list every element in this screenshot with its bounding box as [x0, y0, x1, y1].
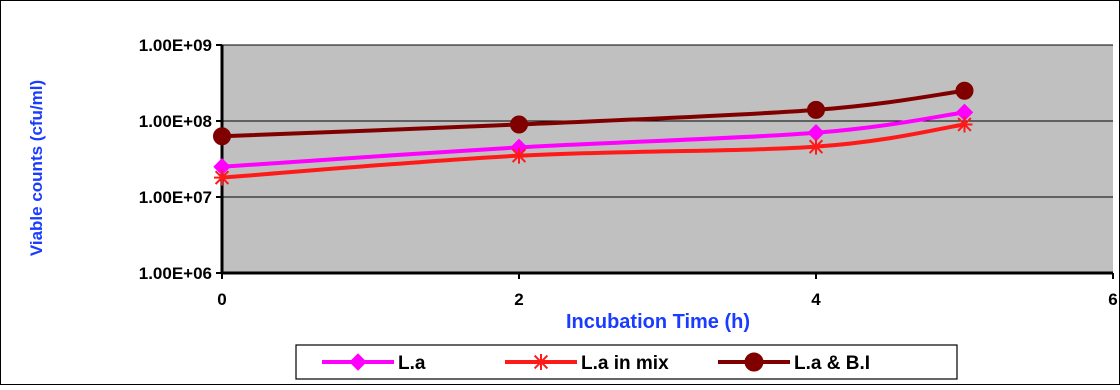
x-tick-label: 2 [514, 290, 523, 309]
x-tick-labels: 0 2 4 6 [217, 290, 1117, 309]
series-line [221, 110, 965, 169]
data-point [807, 100, 825, 119]
data-point [510, 115, 528, 134]
data-point [214, 169, 230, 186]
legend-label: L.a in mix [581, 353, 669, 374]
series-line [221, 122, 965, 180]
y-tick-label: 1.00E+08 [139, 112, 212, 131]
y-tick-labels: 1.00E+06 1.00E+07 1.00E+08 1.00E+09 [139, 36, 212, 283]
x-axis-title: Incubation Time (h) [566, 311, 750, 333]
data-point [213, 127, 231, 146]
data-point [955, 81, 974, 100]
data-point [808, 138, 824, 155]
legend-box [295, 344, 958, 380]
series-line [221, 88, 965, 139]
legend-marker [744, 352, 764, 372]
legend-item: L.a in mix [505, 353, 669, 374]
y-tick-label: 1.00E+06 [139, 264, 212, 283]
legend-marker [533, 354, 549, 370]
x-tick-label: 6 [1108, 290, 1117, 309]
x-tick-label: 0 [217, 290, 226, 309]
legend-marker [349, 353, 367, 371]
data-point [956, 116, 973, 133]
legend: L.a L.a in mix L.a & B.I [295, 344, 958, 380]
series-1 [214, 116, 973, 186]
legend-item: L.a [322, 353, 426, 374]
legend-label: L.a & B.I [794, 353, 870, 374]
legend-item: L.a & B.I [718, 352, 870, 374]
x-tick-label: 4 [811, 290, 821, 309]
data-point [511, 147, 527, 164]
series-2 [213, 81, 974, 146]
legend-label: L.a [398, 353, 426, 374]
y-tick-label: 1.00E+09 [139, 36, 212, 55]
y-tick-label: 1.00E+07 [139, 188, 212, 207]
y-axis-title: Viable counts (cfu/ml) [27, 80, 46, 256]
series-lines [213, 81, 974, 186]
